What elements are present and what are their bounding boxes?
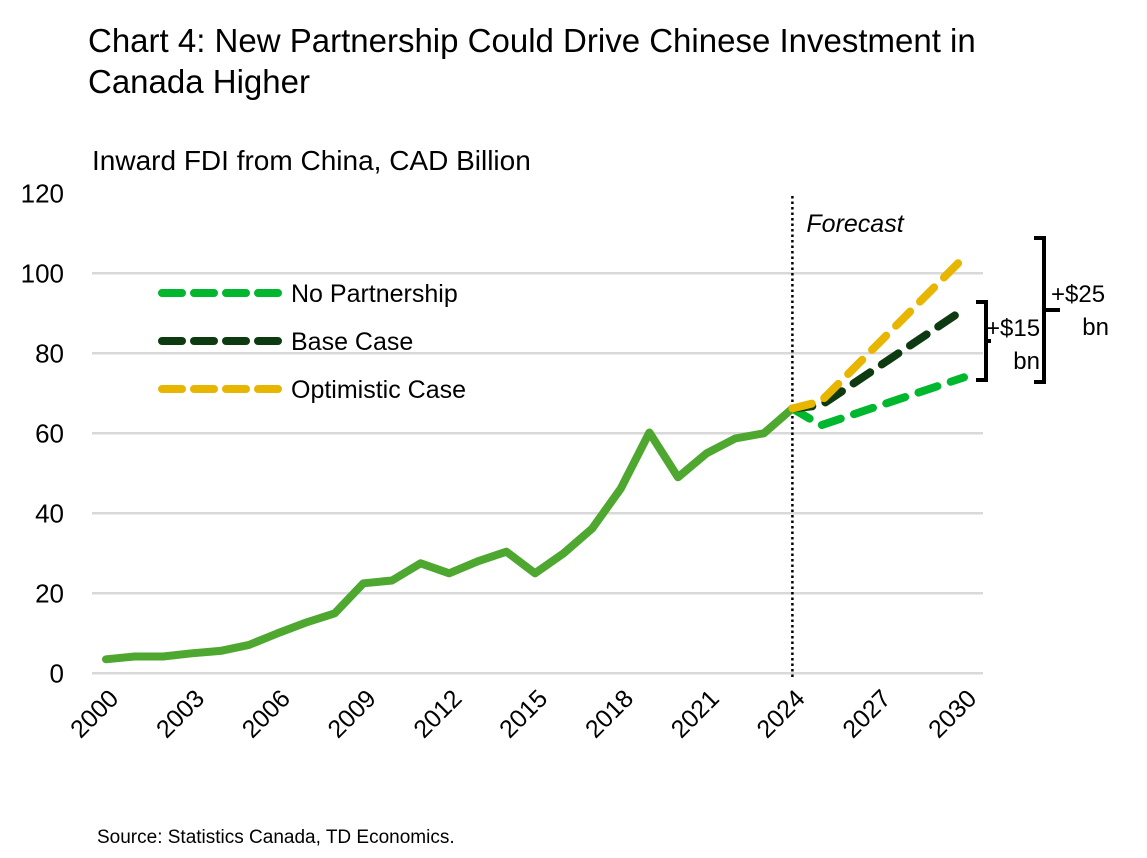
legend-label: No Partnership [291, 280, 458, 308]
y-tick-label: 0 [50, 658, 64, 688]
legend-label: Optimistic Case [291, 376, 466, 404]
x-tick-label: 2000 [65, 684, 124, 743]
forecast-label: Forecast [806, 210, 904, 238]
y-tick-label: 100 [21, 258, 64, 288]
history-line [102, 404, 797, 664]
chart-subtitle: Inward FDI from China, CAD Billion [92, 145, 531, 176]
x-tick-label: 2021 [666, 684, 725, 743]
chart-title: Chart 4: New Partnership Could Drive Chi… [88, 22, 976, 100]
y-tick-label: 40 [35, 498, 64, 528]
series-line-base-case [788, 305, 968, 413]
x-tick-label: 2012 [408, 684, 467, 743]
x-tick-label: 2024 [752, 684, 811, 743]
x-tick-label: 2006 [237, 684, 296, 743]
y-tick-label: 60 [35, 418, 64, 448]
annotation-diff-base-unit: bn [1013, 348, 1040, 375]
legend-label: Base Case [291, 328, 413, 356]
x-tick-label: 2030 [923, 684, 982, 743]
chart-source: Source: Statistics Canada, TD Economics. [97, 827, 455, 848]
bracket-icon [1034, 236, 1060, 384]
bracket-icon [976, 300, 991, 382]
annotation-diff-base: +$15 [986, 315, 1040, 342]
x-tick-label: 2018 [580, 684, 639, 743]
annotation-diff-optimistic: +$25 [1051, 281, 1105, 308]
y-tick-label: 20 [35, 578, 64, 608]
annotation-diff-optimistic-unit: bn [1082, 314, 1109, 341]
x-tick-label: 2009 [323, 684, 382, 743]
x-tick-label: 2027 [837, 684, 896, 743]
y-tick-label: 80 [35, 338, 64, 368]
series-line-optimistic-case [788, 253, 968, 413]
x-tick-label: 2003 [151, 684, 210, 743]
x-tick-label: 2015 [494, 684, 553, 743]
series-line-no-partnership [788, 373, 968, 430]
y-tick-label: 120 [21, 178, 64, 208]
